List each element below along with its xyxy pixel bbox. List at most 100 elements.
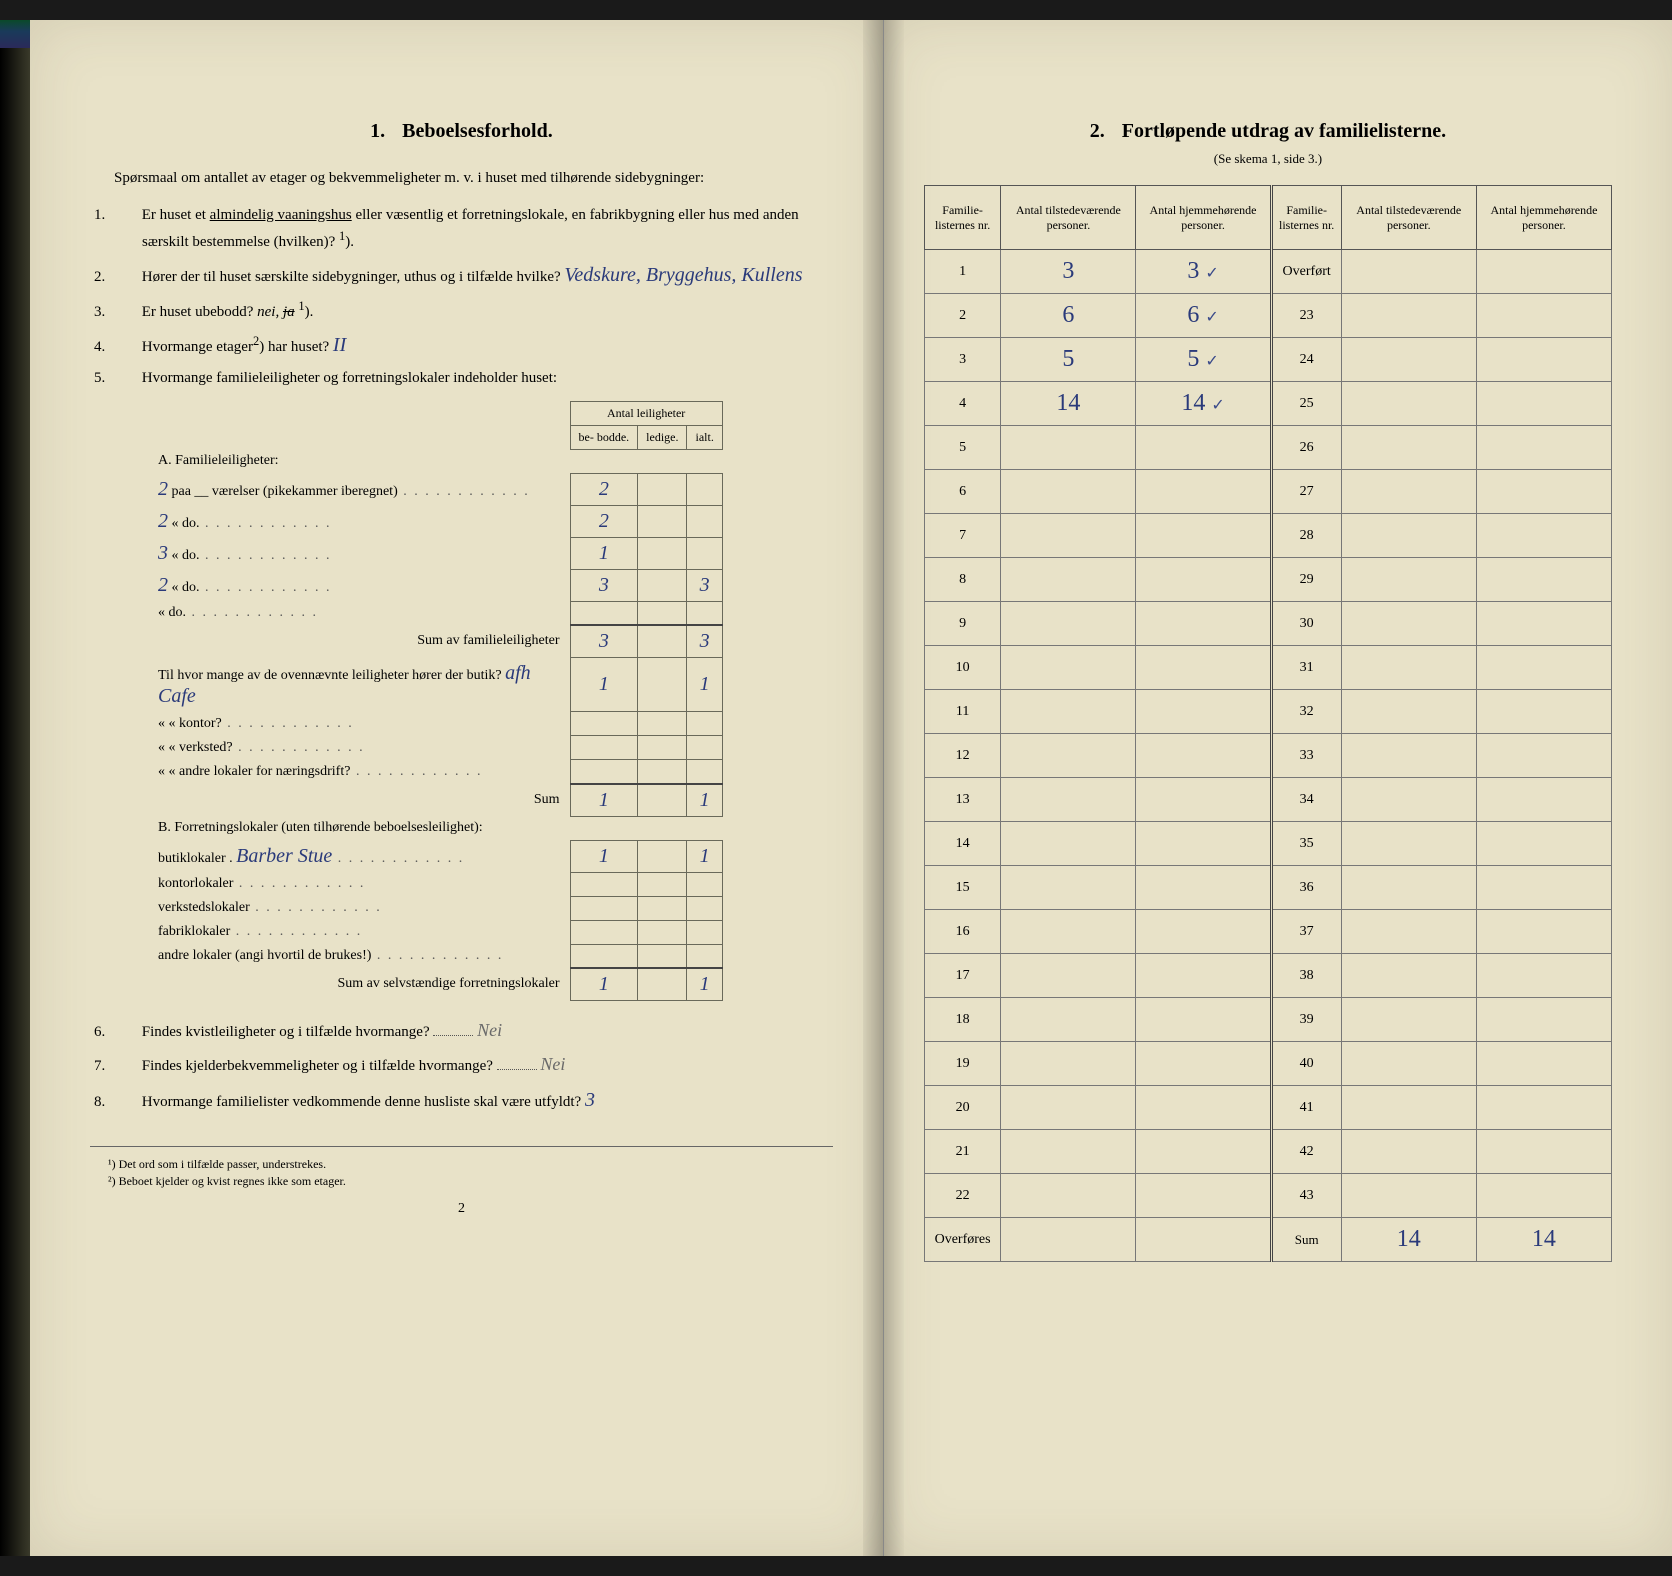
rt-ln: 14 bbox=[924, 822, 1000, 866]
footnote-2: ²) Beboet kjelder og kvist regnes ikke s… bbox=[90, 1174, 833, 1189]
register-row: 1839 bbox=[924, 998, 1611, 1042]
rt-rv2 bbox=[1476, 514, 1611, 558]
register-row: 1435 bbox=[924, 822, 1611, 866]
rt-rn: 36 bbox=[1271, 866, 1341, 910]
rt-lv2 bbox=[1136, 1174, 1271, 1218]
t5-mid-sum-c3: 1 bbox=[687, 784, 722, 817]
rt-h5: Antal tilstedeværende personer. bbox=[1341, 186, 1476, 250]
t5-sum-b-c3: 1 bbox=[687, 968, 722, 1001]
rt-ln: 10 bbox=[924, 646, 1000, 690]
q3-struck: ja bbox=[283, 304, 295, 320]
rt-rn: 29 bbox=[1271, 558, 1341, 602]
q7: 7. Findes kjelderbekvemmeligheter og i t… bbox=[118, 1051, 833, 1079]
t5-sum-a-c3: 3 bbox=[687, 625, 722, 658]
rt-ln: 19 bbox=[924, 1042, 1000, 1086]
rt-ln: 2 bbox=[924, 294, 1000, 338]
rt-ln: 13 bbox=[924, 778, 1000, 822]
rt-rn: 37 bbox=[1271, 910, 1341, 954]
register-row: 1738 bbox=[924, 954, 1611, 998]
t5-a-c2 bbox=[638, 537, 687, 569]
rt-rn: 34 bbox=[1271, 778, 1341, 822]
register-row: 627 bbox=[924, 470, 1611, 514]
rt-rv1 bbox=[1341, 910, 1476, 954]
t5-mid-sum-c1: 1 bbox=[570, 784, 638, 817]
rt-lv2 bbox=[1136, 998, 1271, 1042]
rt-rv2 bbox=[1476, 646, 1611, 690]
section-2-number: 2. bbox=[1090, 120, 1105, 142]
q4-num: 4. bbox=[118, 336, 138, 359]
q6-answer: Nei bbox=[477, 1020, 502, 1040]
rt-rn: 31 bbox=[1271, 646, 1341, 690]
rt-lv2 bbox=[1136, 1086, 1271, 1130]
q6: 6. Findes kvistleiligheter og i tilfælde… bbox=[118, 1017, 833, 1045]
rt-lv1 bbox=[1001, 998, 1136, 1042]
t5-a-c2 bbox=[638, 473, 687, 505]
q2: 2. Hører der til huset særskilte sidebyg… bbox=[118, 260, 833, 291]
intro-text: Spørsmaal om antallet av etager og bekve… bbox=[90, 167, 833, 190]
rt-rv1 bbox=[1341, 1174, 1476, 1218]
rt-rn: 27 bbox=[1271, 470, 1341, 514]
rt-lv1 bbox=[1001, 734, 1136, 778]
q3-opts: nei, bbox=[257, 304, 283, 320]
q5-num: 5. bbox=[118, 367, 138, 390]
rt-rv1 bbox=[1341, 734, 1476, 778]
rt-rv1 bbox=[1341, 778, 1476, 822]
footnote-1: ¹) Det ord som i tilfælde passer, unders… bbox=[90, 1157, 833, 1172]
t5-mid-q: Til hvor mange av de ovennævnte leilighe… bbox=[150, 658, 570, 712]
rt-rv2 bbox=[1476, 1130, 1611, 1174]
q8: 8. Hvormange familielister vedkommende d… bbox=[118, 1085, 833, 1116]
register-row: 1940 bbox=[924, 1042, 1611, 1086]
register-row: 1233 bbox=[924, 734, 1611, 778]
rt-rv1 bbox=[1341, 1130, 1476, 1174]
rt-lv1 bbox=[1001, 778, 1136, 822]
rt-lv1 bbox=[1001, 822, 1136, 866]
register-row: 829 bbox=[924, 558, 1611, 602]
gutter-shadow-left bbox=[863, 20, 883, 1556]
register-row: 2041 bbox=[924, 1086, 1611, 1130]
t5-row-a: « do. bbox=[150, 601, 570, 625]
t5-row-b: fabriklokaler bbox=[150, 920, 570, 944]
rt-ln: 11 bbox=[924, 690, 1000, 734]
register-row: 2243 bbox=[924, 1174, 1611, 1218]
q6-num: 6. bbox=[118, 1021, 138, 1044]
rt-rv2 bbox=[1476, 294, 1611, 338]
t5-mid-c3: 1 bbox=[687, 658, 722, 712]
rt-rv1 bbox=[1341, 382, 1476, 426]
rt-rv2 bbox=[1476, 1174, 1611, 1218]
section-2-title: Fortløpende utdrag av familielisterne. bbox=[1122, 120, 1446, 142]
q4-answer: II bbox=[333, 334, 346, 356]
register-row: 13 34 bbox=[924, 778, 1611, 822]
register-row: 1536 bbox=[924, 866, 1611, 910]
rt-rv2 bbox=[1476, 910, 1611, 954]
t5-a-c3 bbox=[687, 601, 722, 625]
rt-ln: 9 bbox=[924, 602, 1000, 646]
t5-mid-q-text: Til hvor mange av de ovennævnte leilighe… bbox=[158, 668, 502, 683]
t5-a-c1: 2 bbox=[570, 473, 638, 505]
rt-rv2 bbox=[1476, 778, 1611, 822]
right-page: 2. Fortløpende utdrag av familielisterne… bbox=[884, 20, 1672, 1556]
rt-ln: 16 bbox=[924, 910, 1000, 954]
rt-rn: 33 bbox=[1271, 734, 1341, 778]
t5-sum-a-label: Sum av familieleiligheter bbox=[150, 625, 570, 658]
question-list-2: 6. Findes kvistleiligheter og i tilfælde… bbox=[90, 1017, 833, 1116]
rt-lv1: 3 bbox=[1001, 250, 1136, 294]
q1-underlined: almindelig vaaningshus bbox=[210, 207, 352, 223]
q3-tail: ). bbox=[305, 304, 314, 320]
q7-text: Findes kjelderbekvemmeligheter og i tilf… bbox=[142, 1058, 493, 1074]
rt-rn: 42 bbox=[1271, 1130, 1341, 1174]
register-row: 10 31 bbox=[924, 646, 1611, 690]
rt-rv1 bbox=[1341, 690, 1476, 734]
rt-rv1 bbox=[1341, 470, 1476, 514]
q1-text-a: Er huset et bbox=[142, 207, 210, 223]
t5-row-a: 2 « do. bbox=[150, 569, 570, 601]
t5-row-a: 2 « do. bbox=[150, 505, 570, 537]
q8-text: Hvormange familielister vedkommende denn… bbox=[142, 1094, 581, 1110]
section-1-number: 1. bbox=[370, 120, 385, 142]
rt-rv1 bbox=[1341, 294, 1476, 338]
t5-h1: be- bodde. bbox=[570, 425, 638, 449]
rt-rv1 bbox=[1341, 822, 1476, 866]
rt-lv2 bbox=[1136, 646, 1271, 690]
section-2-subref: (Se skema 1, side 3.) bbox=[924, 151, 1612, 167]
t5-a-c1: 2 bbox=[570, 505, 638, 537]
rt-rv1 bbox=[1341, 250, 1476, 294]
